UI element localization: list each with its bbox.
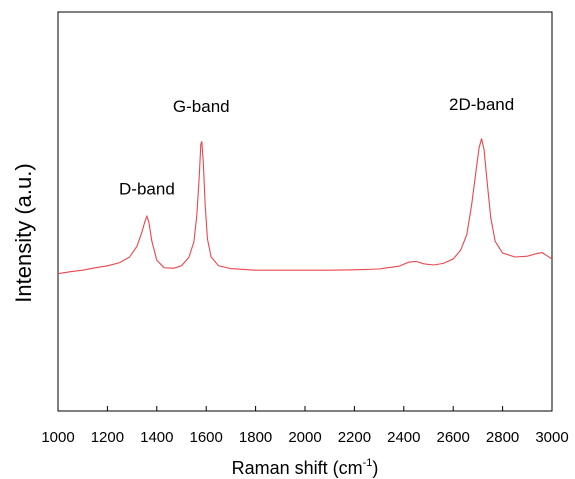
x-tick-label: 1000 [41, 429, 74, 446]
x-tick-label: 2600 [437, 429, 470, 446]
x-axis-title: Raman shift (cm-1) [232, 457, 379, 478]
x-tick-label: 1800 [239, 429, 272, 446]
x-axis-title-superscript: -1 [363, 457, 373, 469]
x-tick-label: 2800 [486, 429, 519, 446]
x-tick-label: 2200 [338, 429, 371, 446]
band-annotation: D-band [119, 179, 175, 198]
x-tick-label: 1200 [91, 429, 124, 446]
band-annotations: D-band G-band 2D-band [119, 95, 514, 198]
x-axis-tick-labels: 1000 1200 1400 1600 1800 2000 2200 2400 2600 2800… [41, 429, 568, 446]
x-tick-label: 2400 [387, 429, 420, 446]
x-tick-label: 1400 [140, 429, 173, 446]
x-tick-label: 2000 [288, 429, 321, 446]
x-axis-title-close: ) [372, 458, 378, 478]
plot-frame [57, 11, 553, 412]
band-annotation: G-band [173, 97, 230, 116]
x-axis-ticks [57, 406, 553, 411]
x-tick-label: 1600 [190, 429, 223, 446]
x-tick-label: 3000 [535, 429, 568, 446]
y-axis-title: Intensity (a.u.) [11, 163, 36, 302]
band-annotation: 2D-band [449, 95, 514, 114]
spectrum-line [57, 138, 553, 275]
